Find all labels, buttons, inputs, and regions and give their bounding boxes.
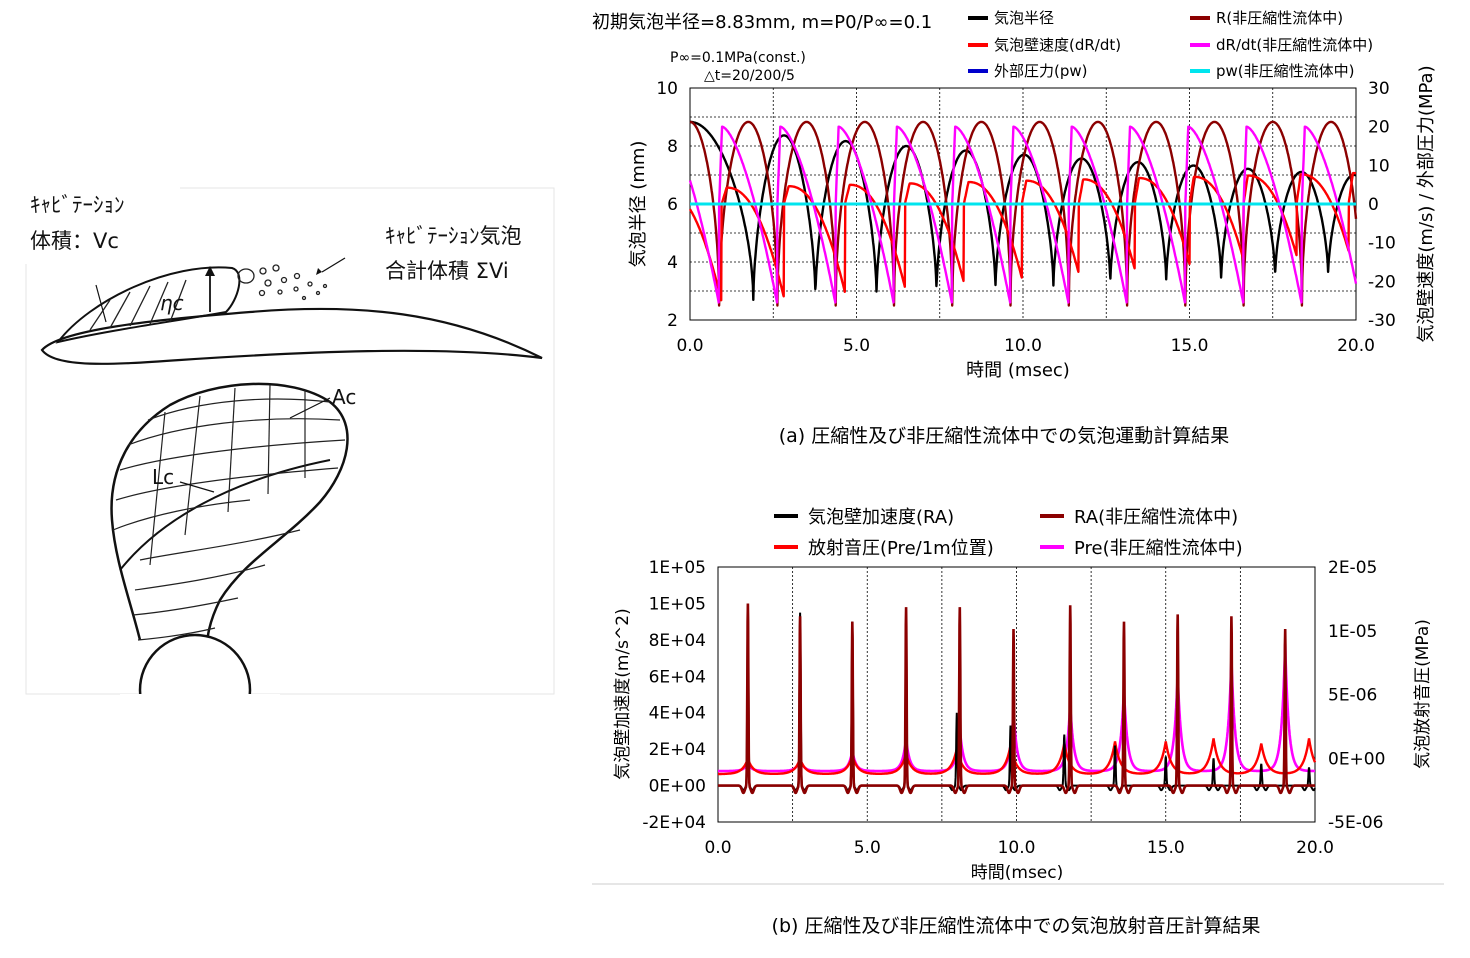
chart-b-caption: (b) 圧縮性及び非圧縮性流体中での気泡放射音圧計算結果 bbox=[772, 915, 1261, 937]
legend-label: 外部圧力(pw) bbox=[994, 62, 1088, 80]
chart-b-ticks: 0.0 5.0 10.0 15.0 20.0 -2E+04 0E+00 2E+04 4E+04 6… bbox=[642, 558, 1385, 858]
cavitation-sketch: ｷｬﾋﾞﾃｰｼｮﾝ 体積：Vc ｷｬﾋﾞﾃｰｼｮﾝ気泡 合計体積 ΣVi ηc bbox=[14, 186, 555, 754]
sketch-frame bbox=[25, 187, 555, 695]
chart-a-ylabel: 気泡半径 (mm) bbox=[628, 141, 649, 268]
ac-leader-line bbox=[289, 397, 331, 419]
y-tick-label: 1E+05 bbox=[649, 594, 706, 614]
legend-label: R(非圧縮性流体中) bbox=[1216, 9, 1343, 27]
legend-label: pw(非圧縮性流体中) bbox=[1216, 62, 1355, 80]
y-tick-label: 2 bbox=[667, 311, 678, 331]
propeller-blade-outline bbox=[110, 382, 349, 656]
y-tick-label: 6 bbox=[667, 195, 678, 215]
legend-label: 放射音圧(Pre/1m位置) bbox=[808, 538, 994, 559]
series-line-4 bbox=[688, 125, 1358, 304]
eta-c-label: ηc bbox=[160, 291, 184, 315]
x-tick-label: 0.0 bbox=[676, 336, 703, 356]
x-tick-label: 5.0 bbox=[843, 336, 870, 356]
bubble-leader-arrow bbox=[321, 257, 346, 273]
y-tick-label: 8E+04 bbox=[649, 631, 706, 651]
y-tick-label: 2E+04 bbox=[649, 740, 706, 760]
lc-label: Lc bbox=[152, 465, 174, 489]
y-tick-label: 6E+04 bbox=[649, 667, 706, 687]
chart-a-title: 初期気泡半径=8.83mm, m=P0/P∞=0.1 bbox=[592, 12, 932, 33]
chart-a-annotation-2: △t=20/200/5 bbox=[704, 68, 795, 84]
chart-a-legend: 気泡半径 R(非圧縮性流体中) 気泡壁速度(dR/dt) dR/dt(非圧縮性流体中)… bbox=[968, 9, 1373, 80]
cav-volume-label-1: ｷｬﾋﾞﾃｰｼｮﾝ bbox=[30, 193, 125, 217]
y-right-tick-label: 30 bbox=[1368, 79, 1390, 99]
lc-leader-line bbox=[179, 481, 215, 493]
y-right-tick-label: 10 bbox=[1368, 156, 1390, 176]
legend-label: 気泡壁加速度(RA) bbox=[808, 507, 954, 528]
cavity-hatching bbox=[89, 279, 187, 331]
bubble-volume-label-2: 合計体積 ΣVi bbox=[385, 259, 509, 283]
blade-section-outline bbox=[40, 307, 543, 365]
chart-a-ylabel-right: 気泡壁速度(m/s) / 外部圧力(MPa) bbox=[1416, 65, 1437, 342]
chart-b-ylabel: 気泡壁加速度(m/s^2) bbox=[613, 608, 633, 779]
chart-b-grid bbox=[792, 567, 1241, 822]
blade-grid-lines bbox=[112, 384, 346, 641]
legend-label: Pre(非圧縮性流体中) bbox=[1074, 538, 1243, 559]
y-right-tick-label: 2E-05 bbox=[1328, 558, 1377, 578]
y-tick-label: 8 bbox=[667, 137, 678, 157]
x-tick-label: 10.0 bbox=[998, 838, 1036, 858]
series-line-2 bbox=[718, 603, 1315, 795]
legend-label: dR/dt(非圧縮性流体中) bbox=[1216, 36, 1373, 54]
legend-label: 気泡半径 bbox=[994, 9, 1054, 27]
y-right-tick-label: 5E-06 bbox=[1328, 686, 1377, 706]
ac-label: Ac bbox=[332, 385, 356, 409]
series-line-2 bbox=[689, 120, 1358, 307]
x-tick-label: 0.0 bbox=[704, 838, 731, 858]
y-right-tick-label: -10 bbox=[1368, 234, 1396, 254]
series-line-4 bbox=[718, 643, 1315, 773]
sheet-cavity bbox=[55, 266, 241, 344]
chart-b: 気泡壁加速度(RA) RA(非圧縮性流体中) 放射音圧(Pre/1m位置) Pre(非… bbox=[592, 507, 1444, 937]
x-tick-label: 5.0 bbox=[854, 838, 881, 858]
y-right-tick-label: -5E-06 bbox=[1328, 813, 1383, 833]
arrow-head-icon bbox=[316, 268, 322, 275]
chart-b-legend: 気泡壁加速度(RA) RA(非圧縮性流体中) 放射音圧(Pre/1m位置) Pre(非… bbox=[774, 507, 1243, 559]
x-tick-label: 15.0 bbox=[1147, 838, 1185, 858]
hub-mask bbox=[120, 694, 280, 754]
chart-b-ylabel-right: 気泡放射音圧(MPa) bbox=[1413, 619, 1433, 769]
chart-a-annotation-1: P∞=0.1MPa(const.) bbox=[670, 50, 806, 66]
legend-label: 気泡壁速度(dR/dt) bbox=[994, 36, 1121, 54]
vc-leader-line bbox=[95, 284, 107, 323]
legend-label: RA(非圧縮性流体中) bbox=[1074, 507, 1238, 528]
chart-a-ticks: 0.0 5.0 10.0 15.0 20.0 2 4 6 8 10 -30 -20 -10 0 10 20 30 bbox=[656, 79, 1395, 356]
chart-a-caption: (a) 圧縮性及び非圧縮性流体中での気泡運動計算結果 bbox=[779, 425, 1230, 447]
y-right-tick-label: -30 bbox=[1368, 311, 1396, 331]
chart-a-series bbox=[688, 120, 1358, 307]
chart-b-series bbox=[718, 603, 1317, 795]
x-tick-label: 15.0 bbox=[1171, 336, 1209, 356]
x-tick-label: 10.0 bbox=[1004, 336, 1042, 356]
y-tick-label: 1E+05 bbox=[649, 558, 706, 578]
y-tick-label: 0E+00 bbox=[649, 777, 706, 797]
x-tick-label: 20.0 bbox=[1337, 336, 1375, 356]
sketch-label-box bbox=[14, 186, 180, 264]
arrow-head-icon bbox=[205, 266, 215, 276]
y-tick-label: 10 bbox=[656, 79, 678, 99]
cavity-boundary bbox=[119, 459, 331, 571]
y-tick-label: 4 bbox=[667, 253, 678, 273]
chart-a: 初期気泡半径=8.83mm, m=P0/P∞=0.1 P∞=0.1MPa(con… bbox=[592, 9, 1437, 447]
x-tick-label: 20.0 bbox=[1296, 838, 1334, 858]
bubble-cloud bbox=[237, 264, 328, 301]
y-right-tick-label: 0E+00 bbox=[1328, 749, 1385, 769]
bubble-volume-label-1: ｷｬﾋﾞﾃｰｼｮﾝ気泡 bbox=[385, 224, 522, 248]
y-right-tick-label: 20 bbox=[1368, 118, 1390, 138]
y-right-tick-label: 1E-05 bbox=[1328, 622, 1377, 642]
cav-volume-label-2: 体積：Vc bbox=[30, 229, 119, 253]
y-tick-label: -2E+04 bbox=[642, 813, 706, 833]
chart-a-xlabel: 時間 (msec) bbox=[966, 360, 1070, 381]
y-right-tick-label: -20 bbox=[1368, 272, 1396, 292]
chart-b-xlabel: 時間(msec) bbox=[971, 863, 1064, 883]
series-line-3 bbox=[718, 738, 1317, 776]
y-tick-label: 4E+04 bbox=[649, 704, 706, 724]
y-right-tick-label: 0 bbox=[1368, 195, 1379, 215]
